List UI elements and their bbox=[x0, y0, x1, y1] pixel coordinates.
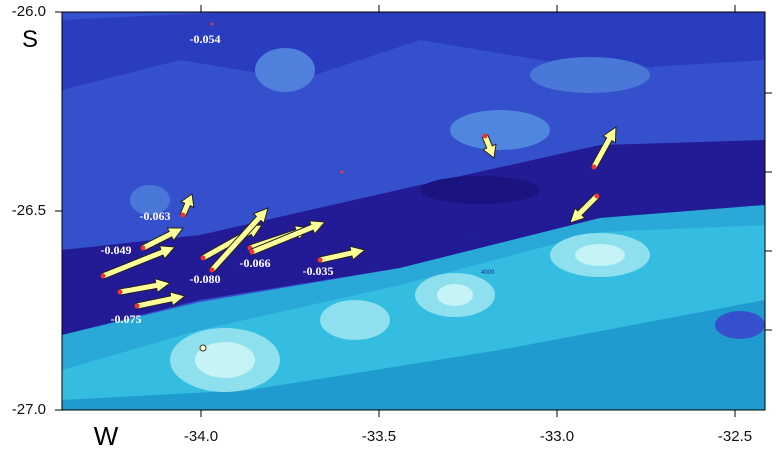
station bbox=[140, 245, 146, 251]
station bbox=[100, 273, 106, 279]
arrow bbox=[569, 193, 600, 224]
station-label: -0.066 bbox=[240, 256, 271, 270]
y-tick-label: -26.5 bbox=[12, 202, 46, 219]
station-label: -0.054 bbox=[190, 32, 221, 46]
station-label: -0.075 bbox=[111, 312, 142, 326]
arrow bbox=[135, 291, 187, 310]
y-tick-label: -26.0 bbox=[12, 3, 46, 20]
bathymetry bbox=[62, 12, 765, 410]
station bbox=[210, 22, 214, 26]
contour-label: 4000 bbox=[481, 270, 495, 276]
arrow bbox=[101, 245, 177, 280]
station bbox=[117, 289, 123, 295]
station-label: -0.080 bbox=[190, 272, 221, 286]
arrow bbox=[318, 245, 367, 264]
longitude-label: W bbox=[94, 421, 119, 450]
arrow bbox=[481, 134, 497, 159]
station bbox=[482, 133, 488, 139]
marker bbox=[199, 344, 207, 352]
station bbox=[340, 170, 344, 174]
minor-ticks bbox=[765, 92, 772, 331]
arrow bbox=[209, 207, 269, 273]
x-tick-label: -32.5 bbox=[718, 428, 752, 445]
contour-label: 4500 bbox=[466, 234, 480, 240]
arrow bbox=[179, 193, 195, 217]
arrow bbox=[140, 227, 184, 252]
station bbox=[249, 249, 255, 255]
x-tick-label: -33.5 bbox=[362, 428, 396, 445]
arrow bbox=[118, 277, 172, 296]
station bbox=[134, 303, 140, 309]
arrow bbox=[250, 220, 327, 256]
station bbox=[200, 255, 206, 261]
latitude-label: S bbox=[22, 26, 38, 53]
station bbox=[180, 212, 186, 218]
current-arrows bbox=[100, 126, 617, 310]
x-tick-label: -33.0 bbox=[540, 428, 574, 445]
station-label: -0.035 bbox=[303, 264, 334, 278]
station bbox=[317, 257, 323, 263]
arrow bbox=[590, 126, 617, 170]
station bbox=[594, 193, 600, 199]
y-tick-label: -27.0 bbox=[12, 401, 46, 418]
x-tick-label: -34.0 bbox=[184, 428, 218, 445]
station bbox=[591, 164, 597, 170]
station bbox=[209, 267, 215, 273]
station-label: -0.063 bbox=[140, 209, 171, 223]
station-label: -0.049 bbox=[101, 243, 132, 257]
